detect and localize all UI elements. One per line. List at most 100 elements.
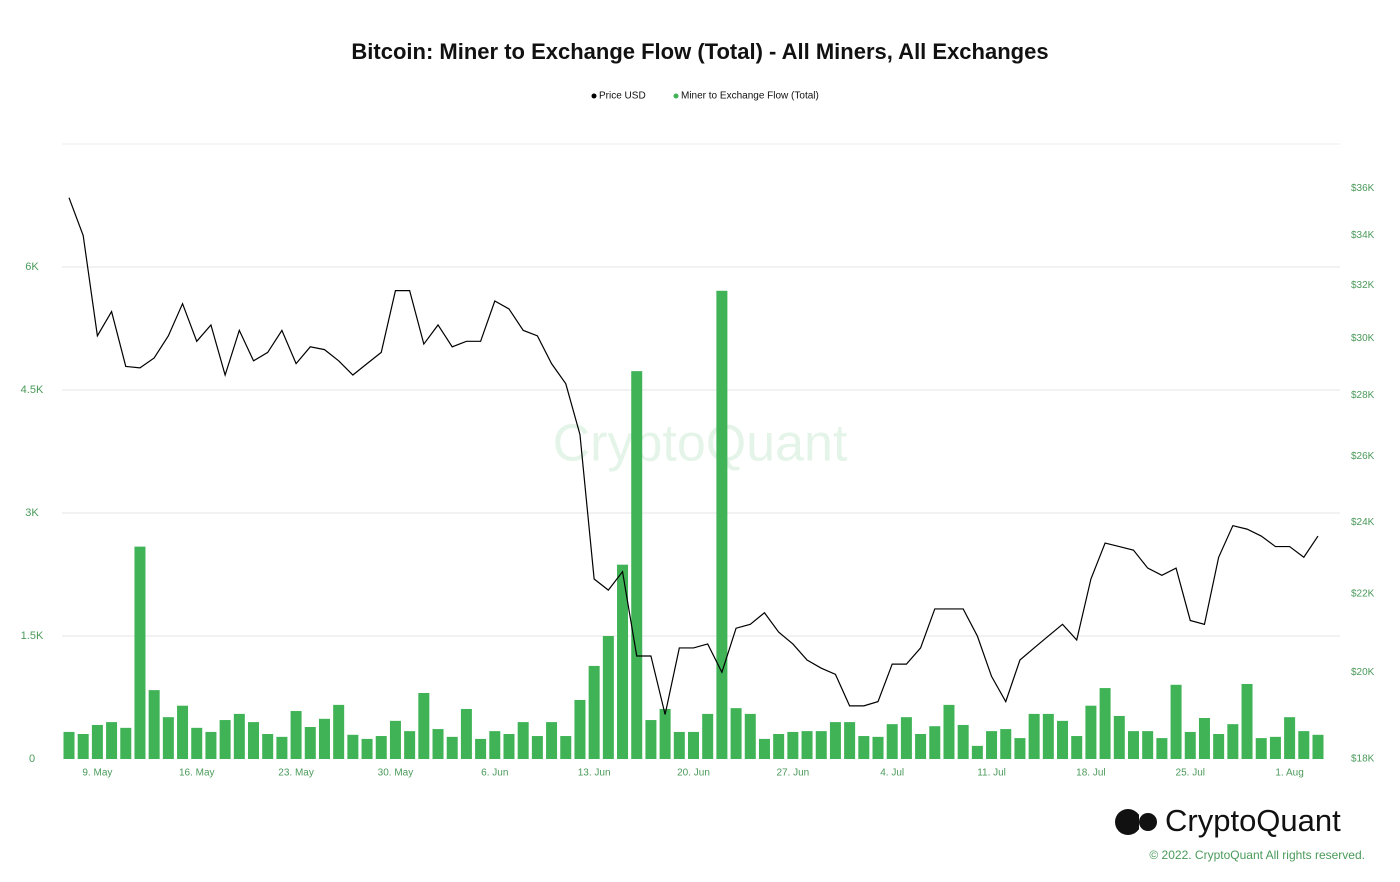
x-tick-label: 6. Jun <box>481 768 508 779</box>
bar <box>631 371 643 759</box>
bar <box>758 738 770 759</box>
bar <box>106 722 118 759</box>
bar <box>148 690 160 759</box>
bar <box>716 290 728 759</box>
bar <box>389 720 401 759</box>
bar <box>1156 738 1168 759</box>
bar <box>517 722 529 759</box>
bar <box>1014 738 1026 759</box>
bar <box>475 738 487 759</box>
bar <box>1284 717 1296 759</box>
bar <box>886 724 898 759</box>
x-tick-label: 16. May <box>179 768 215 779</box>
bar <box>730 708 742 759</box>
bar <box>1269 736 1281 759</box>
bar <box>1042 713 1054 759</box>
bar <box>1213 733 1225 759</box>
y2-tick-label: $30K <box>1351 333 1375 344</box>
bar <box>134 546 146 759</box>
bar <box>489 731 501 759</box>
bar <box>560 736 572 759</box>
bar <box>290 711 302 759</box>
bar <box>347 734 359 759</box>
bar <box>77 733 89 759</box>
bar <box>957 724 969 759</box>
bar <box>673 731 685 759</box>
x-tick-label: 20. Jun <box>677 768 710 779</box>
y-tick-label: 4.5K <box>21 384 44 396</box>
x-tick-label: 13. Jun <box>578 768 611 779</box>
x-tick-label: 9. May <box>82 768 112 779</box>
bar <box>617 564 629 759</box>
x-tick-label: 23. May <box>278 768 314 779</box>
x-tick-label: 11. Jul <box>977 768 1006 779</box>
bar <box>91 724 103 759</box>
x-tick-label: 27. Jun <box>776 768 809 779</box>
bar <box>418 692 430 759</box>
x-tick-label: 25. Jul <box>1176 768 1205 779</box>
y2-tick-label: $32K <box>1351 280 1375 291</box>
bar <box>971 745 983 759</box>
y2-tick-label: $36K <box>1351 183 1375 194</box>
bar <box>120 727 132 759</box>
y2-tick-label: $22K <box>1351 588 1375 599</box>
bar <box>815 731 827 759</box>
bar <box>205 731 217 759</box>
bar <box>233 713 245 759</box>
bar <box>1227 724 1239 759</box>
y-tick-label: 0 <box>29 753 35 765</box>
bar <box>375 736 387 759</box>
y2-tick-label: $20K <box>1351 667 1375 678</box>
bar <box>1241 683 1253 759</box>
bar <box>191 727 203 759</box>
x-tick-label: 1. Aug <box>1275 768 1303 779</box>
bar <box>503 733 515 759</box>
bar <box>162 717 174 759</box>
bar <box>1113 715 1125 759</box>
bar <box>304 727 316 759</box>
x-tick-label: 30. May <box>378 768 414 779</box>
bar <box>645 720 657 759</box>
bar <box>844 722 856 759</box>
bar <box>929 726 941 759</box>
x-tick-label: 18. Jul <box>1076 768 1105 779</box>
bar <box>588 665 600 759</box>
bar <box>63 731 75 759</box>
legend-label: Miner to Exchange Flow (Total) <box>681 91 819 102</box>
legend-dot <box>591 93 597 99</box>
bar <box>773 733 785 759</box>
bar <box>177 705 189 759</box>
bar <box>1085 705 1097 759</box>
price-line <box>68 197 1319 715</box>
y-tick-label: 6K <box>25 261 39 273</box>
bar <box>801 731 813 759</box>
bar <box>1198 718 1210 759</box>
legend-label: Price USD <box>599 91 646 102</box>
bar <box>602 636 614 759</box>
bar <box>318 718 330 759</box>
bar <box>574 699 586 759</box>
bar <box>986 731 998 759</box>
bar <box>1298 731 1310 759</box>
bar <box>219 720 231 759</box>
bar <box>546 722 558 759</box>
bar <box>432 729 444 759</box>
watermark: CryptoQuant <box>553 415 848 473</box>
bar <box>1312 734 1324 759</box>
bar <box>659 708 671 759</box>
bar <box>1170 684 1182 759</box>
bar <box>688 731 699 759</box>
bar <box>531 736 543 759</box>
y-tick-label: 1.5K <box>21 630 44 642</box>
bar <box>1127 731 1139 759</box>
bar <box>361 738 373 759</box>
bar <box>1000 729 1012 759</box>
bar <box>915 733 927 759</box>
bar <box>1184 731 1196 759</box>
bar <box>744 713 756 759</box>
copyright: © 2022. CryptoQuant All rights reserved. <box>1149 848 1365 862</box>
logo-text: CryptoQuant <box>1165 803 1341 838</box>
y2-tick-label: $18K <box>1351 754 1375 765</box>
y2-tick-label: $28K <box>1351 390 1375 401</box>
